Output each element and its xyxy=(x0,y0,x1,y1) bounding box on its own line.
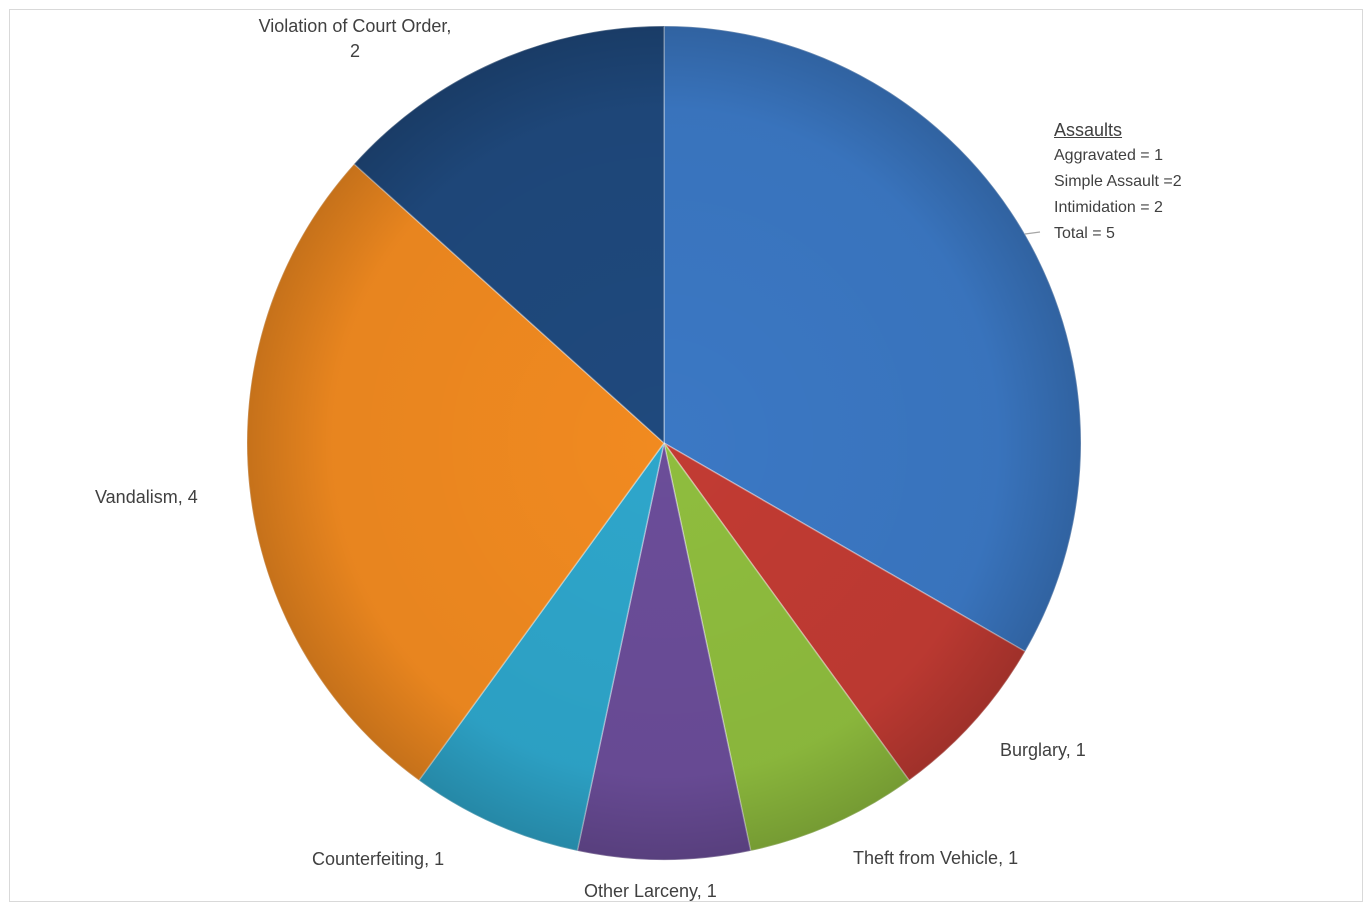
violation-label: Violation of Court Order, 2 xyxy=(230,14,480,64)
counterfeiting-label: Counterfeiting, 1 xyxy=(312,849,445,869)
assaults-line-total: Total = 5 xyxy=(1054,225,1115,242)
assaults-heading: Assaults xyxy=(1054,120,1123,140)
violation-label-line2: 2 xyxy=(349,41,360,61)
other-larceny-label: Other Larceny, 1 xyxy=(584,881,717,901)
theft-from-vehicle-label: Theft from Vehicle, 1 xyxy=(853,848,1019,868)
vandalism-label: Vandalism, 4 xyxy=(95,487,198,507)
chart-frame xyxy=(9,9,1363,902)
violation-label-line1: Violation of Court Order, xyxy=(258,16,452,36)
burglary-label: Burglary, 1 xyxy=(1000,740,1086,760)
assaults-leader-line xyxy=(1024,231,1041,235)
assaults-line-intimidation: Intimidation = 2 xyxy=(1054,199,1163,216)
assaults-line-aggravated: Aggravated = 1 xyxy=(1054,147,1163,164)
assaults-line-simple: Simple Assault =2 xyxy=(1054,173,1182,190)
assaults-label: Assaults Aggravated = 1 Simple Assault =… xyxy=(1054,117,1182,247)
